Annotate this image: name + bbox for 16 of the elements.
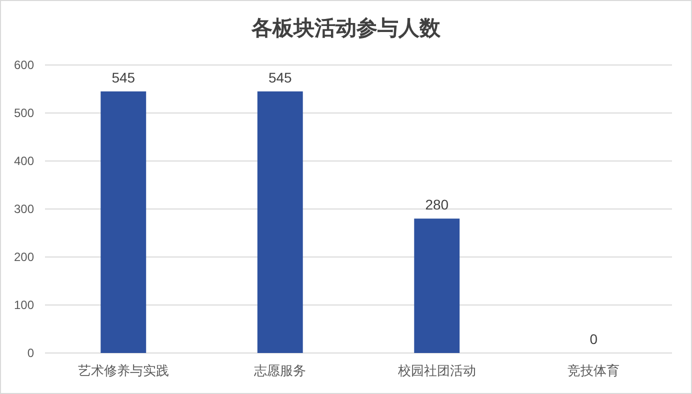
y-tick-label: 300: [14, 202, 34, 216]
y-tick-label: 100: [14, 298, 34, 312]
x-tick-label: 竞技体育: [568, 363, 620, 378]
y-tick-label: 400: [14, 154, 34, 168]
y-tick-label: 200: [14, 250, 34, 264]
y-tick-label: 0: [27, 346, 34, 360]
chart-title: 各板块活动参与人数: [250, 16, 442, 40]
data-label: 0: [590, 331, 598, 347]
data-label: 280: [425, 196, 449, 213]
y-tick-label: 600: [14, 58, 34, 72]
data-label: 545: [112, 69, 136, 86]
y-tick-label: 500: [14, 106, 34, 120]
x-tick-label: 校园社团活动: [396, 363, 476, 378]
x-tick-label: 志愿服务: [254, 363, 306, 378]
data-label: 545: [268, 69, 292, 86]
x-tick-label: 艺术修养与实践: [78, 363, 169, 378]
